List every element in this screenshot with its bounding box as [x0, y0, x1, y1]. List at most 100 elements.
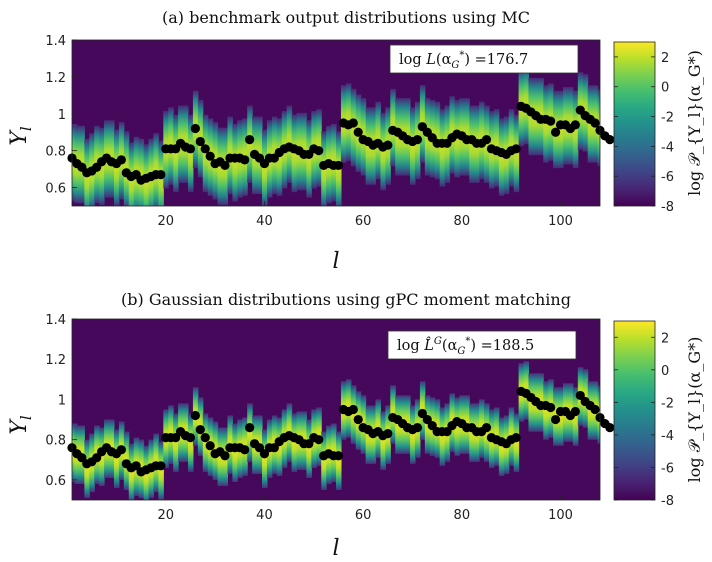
heat-column — [410, 107, 416, 185]
heat-column — [321, 131, 327, 206]
heat-column — [306, 120, 312, 198]
heat-column — [217, 127, 224, 206]
heat-column — [138, 138, 145, 206]
data-point — [200, 144, 210, 154]
heat-column — [291, 114, 298, 193]
data-point — [205, 441, 215, 451]
colorbar: 2 0 -2 -4 -6 -8 log 𝒫_{Y_l}(α_G*) — [613, 41, 704, 215]
data-point — [590, 404, 600, 415]
heat-column — [528, 77, 534, 156]
data-point — [353, 414, 363, 425]
y-tick-label: 1.4 — [45, 34, 66, 49]
data-point — [220, 160, 230, 171]
heat-column — [587, 85, 594, 163]
data-point — [353, 127, 363, 137]
heat-column — [232, 423, 238, 482]
y-tick-label: 1 — [58, 108, 66, 123]
heat-column — [439, 109, 446, 187]
heat-column — [276, 417, 283, 476]
x-tick-label: 60 — [355, 508, 372, 523]
data-point — [205, 151, 215, 161]
heat-column — [469, 403, 475, 462]
data-point — [570, 406, 580, 417]
x-tick-label: 20 — [157, 214, 174, 229]
heat-column — [306, 419, 312, 478]
data-point — [185, 433, 196, 443]
data-points — [67, 101, 615, 185]
heat-column — [469, 105, 475, 183]
heat-column — [454, 397, 460, 456]
heat-column — [113, 429, 120, 489]
data-point — [511, 433, 521, 443]
heat-column — [84, 138, 90, 206]
data-point — [195, 136, 205, 147]
loglik-value: log L(αG*) =176.7 — [399, 50, 528, 71]
heat-column — [84, 439, 90, 499]
heat-column — [336, 431, 342, 491]
heat-column — [276, 118, 283, 196]
heat-column — [395, 395, 401, 454]
data-point — [605, 135, 615, 145]
colorbar-tick-label: 2 — [661, 331, 669, 346]
heat-column — [291, 413, 298, 472]
colorbar-tick-label: -4 — [661, 429, 674, 444]
heat-column — [350, 385, 357, 444]
y-axis-label: Yl — [7, 415, 35, 435]
heat-column — [173, 413, 179, 472]
heat-column — [558, 387, 564, 446]
loglik-box — [387, 330, 577, 360]
data-point — [240, 445, 250, 455]
colorbar-tick-label: 0 — [661, 364, 669, 379]
colorbar-label: log 𝒫_{Y_l}(α_G*) — [685, 50, 704, 196]
y-tick-label: 0.8 — [45, 434, 66, 449]
x-tick-label: 100 — [548, 508, 573, 523]
heat-column — [113, 129, 120, 206]
colorbar-tick-label: -4 — [661, 140, 674, 155]
loglik-value: log L̂G(αG*) =188.5 — [397, 336, 534, 357]
data-point — [195, 425, 205, 435]
heat-column — [498, 417, 505, 476]
heat-column — [424, 395, 431, 454]
data-point — [240, 155, 250, 165]
data-point — [245, 423, 255, 433]
data-point — [570, 120, 580, 130]
heat-column — [572, 387, 579, 446]
heat-column — [543, 381, 549, 440]
colorbar-tick-label: -2 — [661, 111, 674, 126]
heat-column — [380, 112, 386, 191]
data-point — [590, 118, 600, 128]
heat-column — [247, 105, 253, 183]
heat-column — [572, 90, 579, 169]
colorbar-tick-label: -8 — [661, 200, 674, 215]
heat-column — [395, 98, 401, 176]
heat-column — [99, 427, 105, 486]
heat-column — [187, 114, 194, 193]
data-point — [348, 118, 358, 128]
x-axis-label: l — [332, 249, 339, 274]
heat-column — [380, 411, 386, 470]
panel-title: (a) benchmark output distributions using… — [162, 8, 530, 27]
panel-a: (a) benchmark output distributions using… — [7, 8, 704, 274]
heat-column — [128, 443, 135, 500]
panel-b: (b) Gaussian distributions using gPC mom… — [7, 290, 704, 561]
y-tick-label: 1 — [58, 393, 66, 408]
x-tick-label: 100 — [548, 214, 573, 229]
colorbar: 2 0 -2 -4 -6 -8 log 𝒫_{Y_l}(α_G*) — [613, 320, 704, 509]
heat-column — [439, 407, 446, 466]
colorbar-tick-label: 0 — [661, 81, 669, 96]
y-tick-label: 0.6 — [45, 474, 66, 489]
data-point — [546, 402, 556, 413]
heat-column — [232, 123, 238, 202]
axes-frame — [71, 39, 601, 207]
x-axis-label: l — [332, 536, 339, 561]
data-point — [190, 410, 200, 421]
heat-column — [247, 403, 253, 462]
heat-column — [365, 405, 372, 464]
heat-column — [217, 427, 224, 486]
x-tick-label: 40 — [256, 214, 273, 229]
heat-column — [558, 90, 564, 169]
panel-title: (b) Gaussian distributions using gPC mom… — [121, 290, 571, 309]
heat-column — [513, 114, 520, 193]
data-point — [185, 144, 196, 154]
